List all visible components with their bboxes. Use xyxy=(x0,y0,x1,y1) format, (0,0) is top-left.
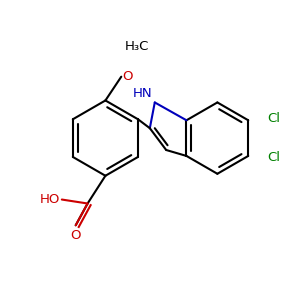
Text: HO: HO xyxy=(40,193,60,206)
Text: O: O xyxy=(70,229,81,242)
Text: O: O xyxy=(122,70,133,83)
Text: HN: HN xyxy=(133,88,153,100)
Text: H₃C: H₃C xyxy=(125,40,149,53)
Text: Cl: Cl xyxy=(267,152,280,164)
Text: Cl: Cl xyxy=(267,112,280,125)
